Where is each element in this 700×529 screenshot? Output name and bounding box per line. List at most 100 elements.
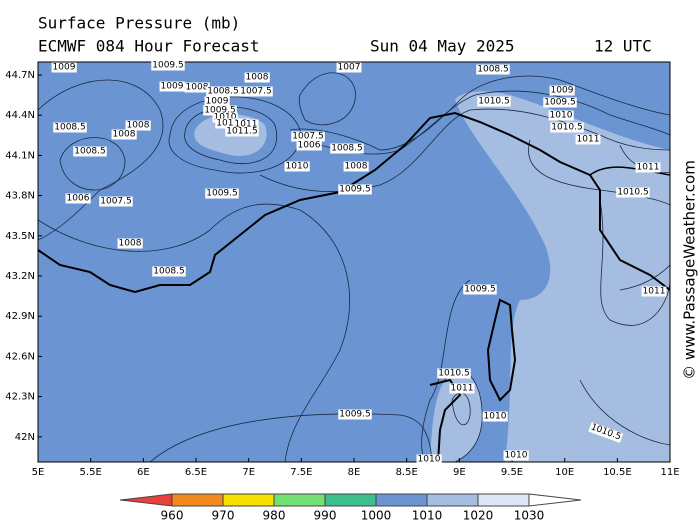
contour-label-bg bbox=[215, 118, 249, 129]
lon-label: 9.5E bbox=[501, 467, 523, 478]
contour-label-bg bbox=[203, 105, 237, 116]
contour-label-bg bbox=[51, 62, 77, 73]
high-area bbox=[455, 91, 670, 462]
contour-label-bg bbox=[543, 97, 577, 108]
date: Sun 04 May 2025 bbox=[370, 37, 515, 56]
contour-label: 1008 bbox=[127, 121, 150, 131]
colorbar-label: 1020 bbox=[463, 509, 494, 523]
contour-label: 1011 bbox=[451, 384, 474, 394]
contour-label: 1011 bbox=[643, 287, 666, 297]
contour-label-bg bbox=[212, 112, 238, 123]
contour-label: 1010.5 bbox=[617, 188, 649, 198]
contour-label-bg bbox=[343, 161, 369, 172]
contour-label: 1011.5 bbox=[226, 127, 258, 137]
contour-label-bg bbox=[635, 162, 661, 173]
contour-label-bg bbox=[641, 286, 667, 297]
contour-label: 1008 bbox=[345, 162, 368, 172]
lat-label: 43.8N bbox=[5, 191, 35, 202]
watermark: © www.PassageWeather.com bbox=[681, 160, 699, 380]
border bbox=[589, 166, 670, 176]
time: 12 UTC bbox=[594, 37, 652, 56]
contour-label-bg bbox=[53, 122, 87, 133]
colorbar-label: 1030 bbox=[514, 509, 545, 523]
contour-label: 1010.5 bbox=[216, 119, 248, 129]
contour-label-bg bbox=[184, 82, 210, 93]
lat-label: 43.5N bbox=[5, 231, 35, 242]
contour-label: 1008 bbox=[113, 130, 136, 140]
lon-label: 6.5E bbox=[185, 467, 207, 478]
contour-label-bg bbox=[503, 450, 529, 461]
coastline bbox=[38, 111, 670, 294]
model: ECMWF 084 Hour Forecast bbox=[38, 37, 260, 56]
contour-label-bg bbox=[449, 383, 475, 394]
contour-label-bg bbox=[151, 60, 185, 71]
colorbar-label: 990 bbox=[314, 509, 337, 523]
colorbar-label: 1000 bbox=[361, 509, 392, 523]
contour-label: 1010 bbox=[550, 111, 573, 121]
contour-label-bg bbox=[477, 96, 511, 107]
contour-label-bg bbox=[152, 266, 186, 277]
contour-label-bg bbox=[476, 64, 510, 75]
contour-label: 1010 bbox=[505, 451, 528, 461]
contour-label-bg bbox=[549, 85, 575, 96]
lon-label: 7.5E bbox=[290, 467, 312, 478]
contour-label-bg bbox=[548, 110, 574, 121]
lon-label: 8E bbox=[348, 467, 361, 478]
contour-label-bg bbox=[125, 120, 151, 131]
contour-label: 1009 bbox=[551, 86, 574, 96]
colorbar-swatch bbox=[426, 493, 479, 507]
colorbar-label: 970 bbox=[212, 509, 235, 523]
contour-label: 1007.5 bbox=[240, 87, 272, 97]
contour-label-bg bbox=[336, 62, 362, 73]
colorbar-cap bbox=[119, 493, 173, 507]
contour-label-bg bbox=[99, 196, 133, 207]
contour-label: 1010 bbox=[484, 412, 507, 422]
contour-label-bg bbox=[239, 86, 273, 97]
contour-label: 1010 bbox=[286, 162, 309, 172]
contour-label: 1009.5 bbox=[204, 106, 236, 116]
contour-label: 1009.5 bbox=[339, 185, 371, 195]
contour-label-bg bbox=[233, 119, 259, 130]
contour-label: 1006 bbox=[67, 194, 90, 204]
contour-label-bg bbox=[225, 126, 259, 137]
contour-label-bg bbox=[117, 238, 143, 249]
lat-label: 42.9N bbox=[5, 311, 35, 322]
contour-label: 1009.5 bbox=[206, 189, 238, 199]
contour-label: 1010 bbox=[214, 113, 237, 123]
lat-label: 44.4N bbox=[5, 110, 35, 121]
contour-label: 1011 bbox=[637, 163, 660, 173]
contour-label: 1008.5 bbox=[477, 65, 509, 75]
contour-label-bg bbox=[338, 184, 372, 195]
corsica bbox=[486, 298, 517, 402]
contour-label-bg bbox=[291, 131, 325, 142]
contour-label: 1009 bbox=[206, 97, 229, 107]
contour-label-bg bbox=[244, 72, 270, 83]
contour-label-bg bbox=[65, 193, 91, 204]
contour-label-bg bbox=[159, 81, 185, 92]
colorbar-label: 980 bbox=[263, 509, 286, 523]
contour-label-bg bbox=[296, 140, 322, 151]
contour-label: 1010 bbox=[418, 455, 441, 465]
colorbar-swatch bbox=[171, 493, 224, 507]
contour-label: 1008 bbox=[186, 83, 209, 93]
colorbar-swatch bbox=[375, 493, 428, 507]
contour-label: 1007.5 bbox=[292, 132, 324, 142]
colorbar-cap bbox=[528, 493, 582, 507]
contour-label: 1008 bbox=[246, 73, 269, 83]
contour-label: 1009 bbox=[161, 82, 184, 92]
lat-label: 42N bbox=[15, 432, 35, 443]
colorbar-label: 1010 bbox=[412, 509, 443, 523]
lon-label: 10.5E bbox=[603, 467, 632, 478]
lon-label: 5E bbox=[32, 467, 45, 478]
contour-label-bg bbox=[206, 86, 240, 97]
contour-label-bg bbox=[204, 96, 230, 107]
sardinia bbox=[429, 378, 462, 462]
high-area bbox=[430, 371, 483, 462]
contour-label-bg bbox=[416, 454, 442, 465]
contour-label-bg bbox=[284, 161, 310, 172]
colorbar-swatch bbox=[273, 493, 326, 507]
contour-label: 1010.5 bbox=[478, 97, 510, 107]
contour-label-bg bbox=[550, 122, 584, 133]
contour-label: 1010.5 bbox=[551, 123, 583, 133]
